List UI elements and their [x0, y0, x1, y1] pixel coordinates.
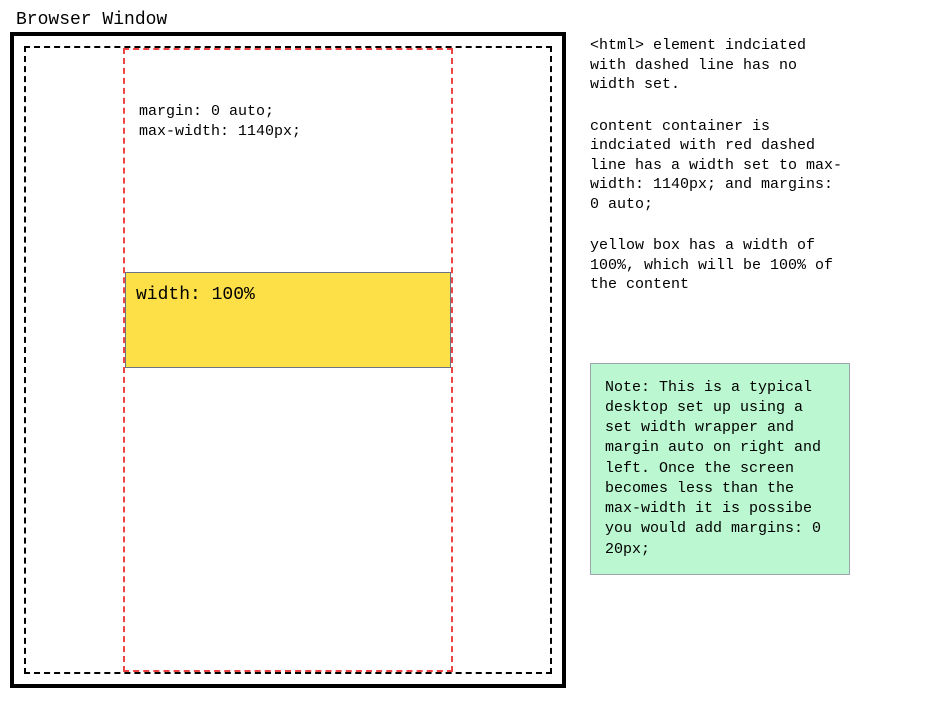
diagram-wrapper: Browser Window margin: 0 auto; max-width…	[10, 10, 935, 688]
html-element-box: margin: 0 auto; max-width: 1140px; width…	[24, 46, 552, 674]
yellow-box-label: width: 100%	[136, 285, 255, 305]
browser-column: Browser Window margin: 0 auto; max-width…	[10, 10, 566, 688]
css-maxwidth-line: max-width: 1140px;	[139, 122, 301, 142]
browser-window-frame: margin: 0 auto; max-width: 1140px; width…	[10, 32, 566, 688]
explanation-html-element: <html> element indciated with dashed lin…	[590, 36, 850, 95]
explanation-content-container: content container is indciated with red …	[590, 117, 850, 215]
container-css-text: margin: 0 auto; max-width: 1140px;	[139, 102, 301, 141]
css-margin-line: margin: 0 auto;	[139, 102, 301, 122]
browser-window-title: Browser Window	[10, 10, 566, 30]
content-container-box: margin: 0 auto; max-width: 1140px; width…	[123, 48, 453, 672]
note-box: Note: This is a typical desktop set up u…	[590, 363, 850, 575]
explanation-yellow-box: yellow box has a width of 100%, which wi…	[590, 236, 850, 295]
explanation-column: <html> element indciated with dashed lin…	[590, 10, 850, 575]
yellow-width-box: width: 100%	[125, 272, 451, 368]
